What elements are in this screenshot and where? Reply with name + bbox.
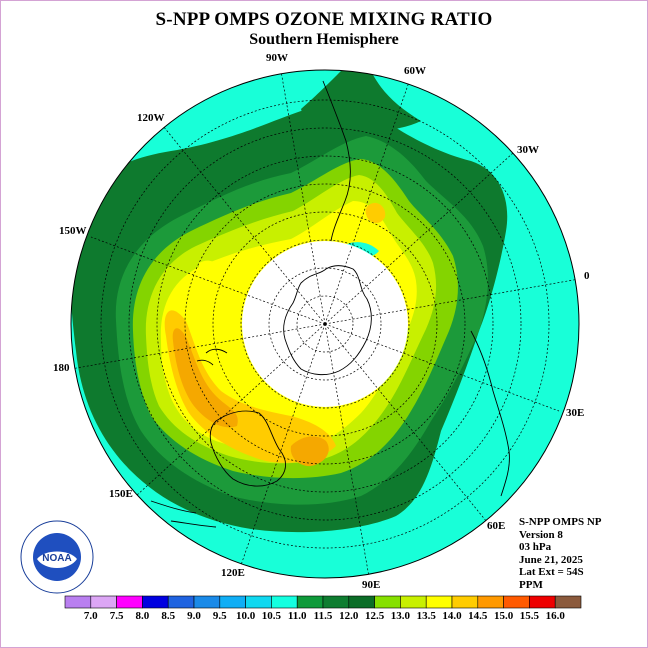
coast-antarctica — [283, 265, 372, 376]
colorbar-swatch — [142, 595, 169, 609]
colorbar-tick-label: 10.5 — [262, 610, 282, 622]
south-pole-marker — [323, 322, 327, 326]
colorbar-tick-label: 15.5 — [520, 610, 540, 622]
colorbar-tick-label: 9.5 — [213, 610, 227, 622]
colorbar-swatch — [425, 595, 453, 609]
colorbar-swatch — [271, 595, 298, 609]
colorbar-swatch — [116, 595, 143, 609]
info-date: June 21, 2025 — [519, 553, 583, 566]
info-block: S-NPP OMPS NP Version 8 03 hPa June 21, … — [519, 516, 602, 591]
colorbar-swatch — [64, 595, 92, 609]
lon-label-90w: 90W — [266, 52, 288, 64]
lon-label-60w: 60W — [404, 65, 426, 77]
coast-south-america — [322, 80, 351, 242]
info-lat-extent: Lat Ext = 54S — [519, 566, 584, 578]
colorbar-tick-label: 12.0 — [339, 610, 359, 622]
noaa-logo-text: NOAA — [42, 553, 71, 564]
field-dark-green-north — [301, 71, 421, 141]
colorbar-tick-label: 7.0 — [84, 610, 98, 622]
colorbar-tick-label: 11.0 — [288, 610, 307, 622]
colorbar-swatch — [245, 595, 272, 609]
colorbar-tick-label: 7.5 — [110, 610, 124, 622]
colorbar-tick-label: 12.5 — [365, 610, 385, 622]
field-orange — [172, 328, 238, 428]
field-yellow-patch-w — [199, 260, 220, 279]
colorbar-swatch — [477, 595, 504, 609]
colorbar-swatch — [529, 595, 556, 609]
map-title: S-NPP OMPS OZONE MIXING RATIO — [155, 9, 493, 30]
lon-label-150w: 150W — [59, 225, 87, 237]
graticule — [71, 70, 579, 578]
colorbar-swatch — [451, 595, 479, 609]
colorbar-swatch — [167, 595, 195, 609]
colorbar-swatch — [374, 595, 401, 609]
lon-label-60e: 60E — [487, 520, 505, 532]
info-instrument: S-NPP OMPS NP — [519, 516, 602, 528]
lon-label-150e: 150E — [109, 488, 133, 500]
map-subtitle: Southern Hemisphere — [249, 31, 399, 48]
noaa-logo: NOAA — [20, 520, 94, 594]
lon-label-30w: 30W — [517, 144, 539, 156]
map-boundary — [70, 69, 580, 579]
colorbar-tick-label: 10.0 — [236, 610, 256, 622]
colorbar-swatch — [348, 595, 375, 609]
colorbar-tick-label: 8.5 — [161, 610, 175, 622]
colorbar-tick-label: 11.5 — [314, 610, 333, 622]
colorbar-tick-label: 8.0 — [136, 610, 150, 622]
colorbar-tick-label: 14.5 — [468, 610, 488, 622]
colorbar-swatch — [400, 595, 427, 609]
lon-label-180: 180 — [53, 362, 70, 374]
colorbar-swatch — [193, 595, 221, 609]
field-gold-ne — [365, 202, 386, 223]
lon-label-120e: 120E — [221, 567, 245, 579]
coast-africa — [470, 330, 510, 497]
coastlines — [150, 80, 510, 528]
colorbar-swatch — [554, 595, 582, 609]
colorbar-tick-label: 14.0 — [442, 610, 462, 622]
lon-label-0: 0 — [584, 270, 590, 282]
colorbar-tick-label: 13.0 — [391, 610, 411, 622]
coast-australia — [209, 410, 286, 487]
lon-label-90e: 90E — [362, 579, 380, 591]
field-gold — [164, 310, 336, 463]
ozone-field — [71, 70, 579, 578]
colorbar-swatch — [503, 595, 530, 609]
colorbar-tick-label: 15.0 — [494, 610, 514, 622]
colorbar-swatch — [296, 595, 324, 609]
coast-new-zealand — [196, 348, 228, 366]
lon-label-120w: 120W — [137, 112, 165, 124]
lon-label-30e: 30E — [566, 407, 584, 419]
colorbar-tick-label: 13.5 — [417, 610, 437, 622]
field-orange-2 — [290, 436, 329, 467]
colorbar: 7.0 7.5 8.0 8.5 9.0 9.5 10.0 10.5 11.0 11.5 12.0 12… — [64, 595, 582, 622]
info-units: PPM — [519, 578, 543, 591]
colorbar-tick-label: 16.0 — [546, 610, 566, 622]
info-version: Version 8 — [519, 528, 563, 541]
colorbar-swatch — [322, 595, 350, 609]
colorbar-swatch — [90, 595, 117, 609]
info-pressure-level: 03 hPa — [519, 541, 552, 553]
coast-indonesia — [150, 500, 217, 528]
colorbar-tick-label: 9.0 — [187, 610, 201, 622]
colorbar-swatch — [219, 595, 246, 609]
